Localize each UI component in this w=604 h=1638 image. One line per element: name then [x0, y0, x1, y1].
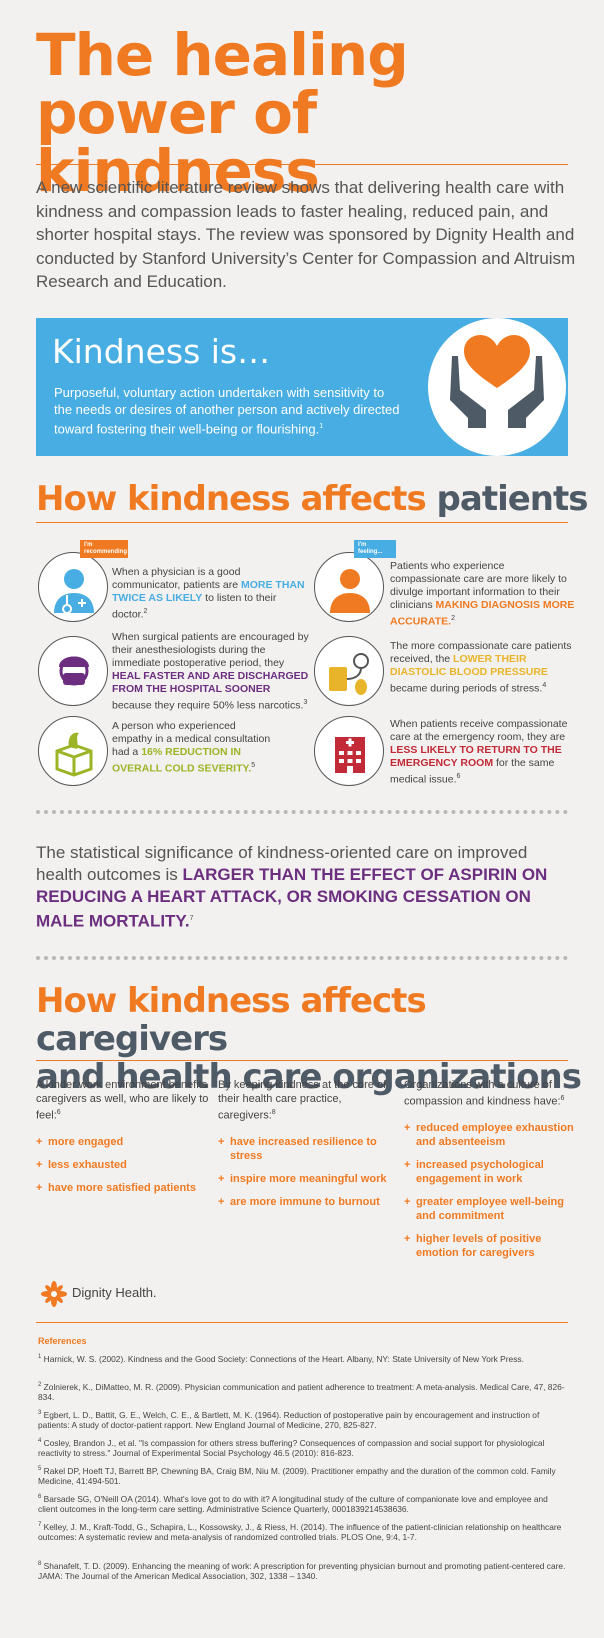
logo-text: Dignity Health. — [72, 1285, 157, 1300]
intro-text: A new scientific literature review shows… — [36, 178, 576, 291]
divider — [36, 1322, 568, 1323]
reference-item: 3 Egbert, L. D., Battit, G. E., Welch, C… — [38, 1409, 540, 1431]
caregivers-heading: How kindness affects caregivers and healt… — [36, 981, 582, 1097]
patient-fact: Patients who experience compassionate ca… — [390, 560, 575, 628]
list-item: reduced employee exhaustion and absentee… — [404, 1121, 574, 1149]
dotted-divider — [36, 810, 568, 814]
kindness-heading: Kindness is… — [52, 332, 271, 371]
speech-bubble: I'm recommending — [80, 540, 128, 558]
blood-pressure-icon — [314, 636, 384, 706]
list-item: have more satisfied patients — [36, 1181, 216, 1195]
reference-item: 5 Rakel DP, Hoeft TJ, Barrett BP, Chewni… — [38, 1465, 556, 1487]
divider — [36, 1060, 568, 1061]
list-item: have increased resilience to stress — [218, 1135, 398, 1163]
doctor-icon — [38, 552, 108, 622]
reference-item: 6 Barsade SG, O'Neill OA (2014). What's … — [38, 1493, 548, 1515]
tissue-fact: A person who experienced empathy in a me… — [112, 720, 271, 775]
divider — [36, 164, 568, 165]
logo-mark-icon — [41, 1281, 67, 1307]
reference-item: 2 Zolnierek, K., DiMatteo, M. R. (2009).… — [38, 1381, 565, 1403]
list-item: are more immune to burnout — [218, 1195, 398, 1209]
dotted-divider — [36, 956, 568, 960]
statistic-text: The statistical significance of kindness… — [36, 843, 548, 931]
reference-item: 8 Shanafelt, T. D. (2009). Enhancing the… — [38, 1560, 566, 1582]
list-item: more engaged — [36, 1135, 216, 1149]
hands-heart-icon — [428, 318, 566, 456]
column-intro: Organizations with a culture of compassi… — [404, 1079, 565, 1108]
hospital-icon — [314, 716, 384, 786]
page-title: The healing power of kindness — [36, 21, 409, 205]
column-intro: A kinder work environment benefits careg… — [36, 1079, 209, 1122]
speech-bubble: I'm feeling... — [354, 540, 396, 558]
caregivers-column: By keeping kindness at the core of their… — [218, 1078, 398, 1218]
doctor-fact: When a physician is a good communicator,… — [112, 566, 305, 621]
reference-item: 7 Kelley, J. M., Kraft-Todd, G., Schapir… — [38, 1521, 562, 1543]
patient-icon — [314, 552, 384, 622]
references-heading: References — [38, 1336, 87, 1346]
divider — [36, 522, 568, 523]
bp-fact: The more compassionate care patients rec… — [390, 640, 572, 695]
reference-item: 4 Cosley, Brandon J., et al. "Is compass… — [38, 1437, 545, 1459]
surgeon-icon — [38, 636, 108, 706]
list-item: increased psychological engagement in wo… — [404, 1158, 574, 1186]
surgeon-fact: When surgical patients are encouraged by… — [112, 631, 309, 712]
list-item: higher levels of positive emotion for ca… — [404, 1232, 574, 1260]
list-item: inspire more meaningful work — [218, 1172, 398, 1186]
reference-item: 1 Harnick, W. S. (2002). Kindness and th… — [38, 1353, 524, 1364]
list-item: greater employee well-being and commitme… — [404, 1195, 574, 1223]
er-fact: When patients receive compassionate care… — [390, 718, 568, 786]
column-intro: By keeping kindness at the core of their… — [218, 1079, 387, 1122]
tissue-box-icon — [38, 716, 108, 786]
list-item: less exhausted — [36, 1158, 216, 1172]
patients-heading: How kindness affects patients — [36, 479, 588, 519]
dignity-health-logo: Dignity Health. — [40, 1280, 180, 1308]
organizations-column: Organizations with a culture of compassi… — [404, 1078, 574, 1269]
caregivers-column: A kinder work environment benefits careg… — [36, 1078, 216, 1204]
kindness-definition: Purposeful, voluntary action undertaken … — [54, 385, 400, 437]
